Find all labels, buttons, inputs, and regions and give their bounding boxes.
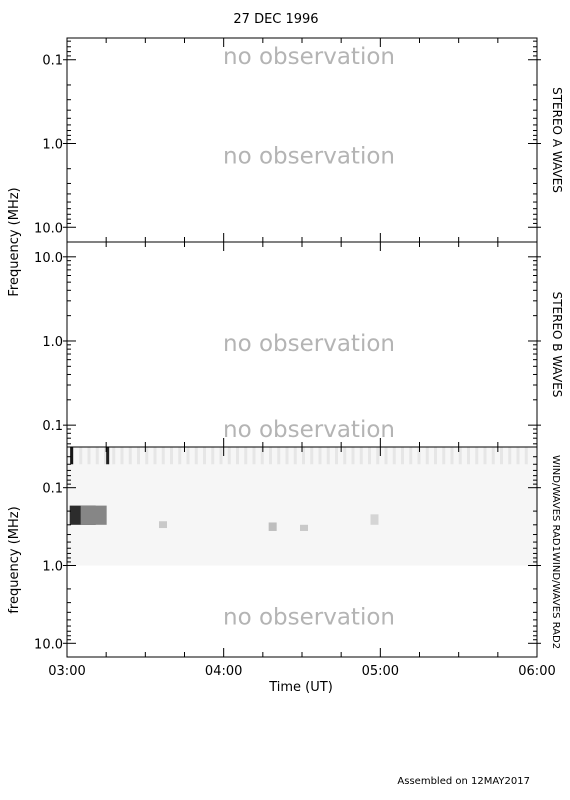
wind-striation [500,447,503,465]
wind-striation [203,447,206,465]
wind-striation [409,447,413,465]
panels-group: 0.1 1.0 10.0 no observation no observation ST… [34,37,564,679]
wind-striation [153,447,157,465]
no-observation-note: no observation [223,417,395,443]
panel-side-label: WIND/WAVES RAD1WIND/WAVES RAD2 [550,455,561,649]
emission-event [268,522,277,531]
x-tick-label: 06:00 [518,664,555,679]
wind-striation [128,447,132,465]
emission-event [370,514,379,525]
no-observation-note: no observation [223,144,395,170]
wind-striation [186,447,190,465]
wind-striation [508,447,512,465]
wind-striation [95,447,99,465]
wind-striation [79,447,83,465]
wind-striation [269,447,272,465]
wind-striation [516,447,520,465]
wind-striation [458,447,462,465]
wind-striation [145,447,149,465]
wind-striation [318,447,322,465]
emission-event [159,521,167,529]
wind-striation [351,447,355,465]
y-tick-label: 1.0 [42,137,63,152]
wind-striation [161,447,165,465]
wind-striation [359,447,363,465]
wind-striation [236,447,239,465]
x-tick-label: 05:00 [362,664,399,679]
wind-striation [260,447,264,465]
x-axis-label: Time (UT) [268,680,333,695]
wind-striation [401,447,404,465]
wind-striation [219,447,223,465]
wind-striation [120,447,124,465]
wind-striation [277,447,281,465]
wind-striation [252,447,256,465]
wind-striation [170,447,173,465]
emission-event [106,447,110,465]
wind-striation [335,447,338,465]
y-tick-label: 1.0 [42,559,63,574]
wind-striation [491,447,495,465]
y-tick-label: 10.0 [34,251,63,266]
y-tick-label: 0.1 [42,419,63,434]
y-axis-label-wind: frequency (MHz) [7,506,22,613]
emission-event [70,447,74,465]
emission-event [300,524,308,531]
y-tick-label: 10.0 [34,637,63,652]
wind-striation [434,447,437,465]
wind-data-band [67,447,537,566]
wind-striation [417,447,421,465]
wind-striation [442,447,446,465]
wind-striation [87,447,91,465]
wind-striation [450,447,454,465]
wind-striation [302,447,305,465]
wind-striation [211,447,215,465]
panel-side-label: STEREO A WAVES [550,87,564,193]
wind-striation [425,447,429,465]
emission-event [80,505,107,525]
wind-striation [244,447,248,465]
wind-striation [326,447,330,465]
wind-striation [343,447,347,465]
wind-striation [194,447,198,465]
wind-striation [104,447,107,465]
wind-striation [178,447,182,465]
y-tick-label: 0.1 [42,54,63,69]
wind-striation [483,447,487,465]
wind-striation [285,447,289,465]
footer-text: Assembled on 12MAY2017 [397,776,530,787]
y-tick-label: 0.1 [42,482,63,497]
wind-striation [392,447,396,465]
chart-title: 27 DEC 1996 [233,12,318,27]
wind-striation [310,447,314,465]
wind-striation [293,447,297,465]
no-observation-note: no observation [223,604,395,630]
wind-striation [227,447,231,465]
x-tick-label: 03:00 [48,664,85,679]
wind-striation [467,447,470,465]
no-observation-note: no observation [223,44,395,70]
y-tick-label: 10.0 [34,221,63,236]
y-tick-label: 1.0 [42,335,63,350]
panel-side-label: STEREO B WAVES [550,292,564,398]
wind-striation [137,447,140,465]
wind-striation [376,447,380,465]
wind-striation [384,447,388,465]
wind-striation [368,447,371,465]
wind-striation [524,447,528,465]
wind-striation [112,447,116,465]
y-axis-label-stereo: Frequency (MHz) [7,187,22,296]
x-tick-label: 04:00 [205,664,242,679]
no-observation-note: no observation [223,331,395,357]
wind-striation [475,447,479,465]
